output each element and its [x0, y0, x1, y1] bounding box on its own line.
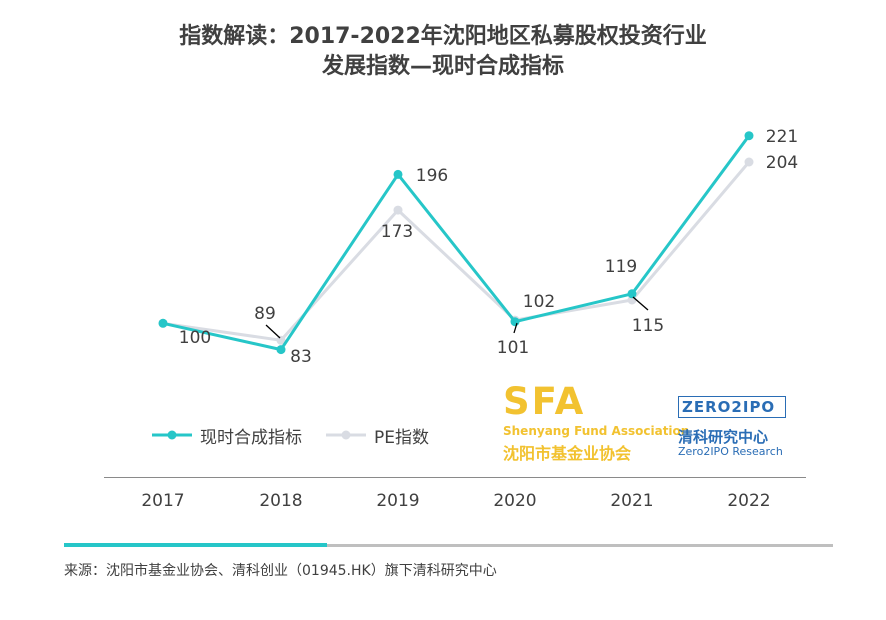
leader-2018 [265, 324, 281, 339]
value-label-s1-2022: 221 [766, 127, 798, 147]
sfa-logo-english: Shenyang Fund Association [503, 424, 690, 438]
data-point-s2-2018 [276, 335, 286, 345]
data-point-s2-2019 [393, 205, 403, 215]
value-label-s2-2018: 89 [254, 304, 276, 324]
zero2ipo-logo-frame [678, 396, 786, 418]
x-tick-label-2020: 2020 [493, 491, 536, 511]
source-divider [64, 544, 833, 547]
source-divider-accent [64, 543, 327, 547]
zero2ipo-logo-chinese: 清科研究中心 [678, 428, 769, 446]
chart-title-line2: 发展指数—现时合成指标 [321, 54, 564, 79]
legend-swatch-series1 [152, 430, 192, 440]
value-label-s1-2018: 83 [290, 347, 312, 367]
data-point-s1-2020 [510, 317, 520, 327]
source-note: 来源：沈阳市基金业协会、清科创业（01945.HK）旗下清科研究中心 [64, 563, 497, 579]
value-label-s2-2022: 204 [766, 153, 798, 173]
data-point-s1-2022 [744, 131, 754, 141]
series-line-1 [162, 134, 751, 352]
data-point-s2-2022 [744, 157, 754, 167]
x-tick-label-2019: 2019 [376, 491, 419, 511]
sfa-logo-mark: SFA [503, 380, 586, 423]
value-label-s1-2021: 119 [605, 257, 637, 277]
sfa-logo: SFA Shenyang Fund Association 沈阳市基金业协会 [503, 380, 689, 466]
x-tick-label-2017: 2017 [141, 491, 184, 511]
zero2ipo-logo-mark: ZERO2IPO [682, 398, 776, 416]
x-tick-label-2021: 2021 [610, 491, 653, 511]
x-tick-label-2022: 2022 [727, 491, 770, 511]
value-label-s2-2017: 100 [179, 328, 211, 348]
data-point-s1-2018 [276, 345, 286, 355]
x-tick-label-2018: 2018 [259, 491, 302, 511]
chart-title-line1: 指数解读：2017-2022年沈阳地区私募股权投资行业 [179, 24, 707, 49]
legend-label-series2: PE指数 [374, 427, 429, 448]
value-label-s2-2021: 115 [632, 316, 664, 336]
legend-item-series1: 现时合成指标 [152, 422, 302, 448]
legend-label-series1: 现时合成指标 [200, 427, 302, 448]
data-point-s1-2017 [158, 318, 168, 328]
zero2ipo-logo: ZERO2IPO 清科研究中心 Zero2IPO Research [678, 386, 793, 466]
zero2ipo-logo-english: Zero2IPO Research [678, 445, 783, 458]
data-point-s1-2019 [393, 169, 403, 179]
value-label-s2-2020: 102 [523, 292, 555, 312]
series-line-2 [162, 161, 751, 342]
legend-swatch-series2 [326, 430, 366, 440]
value-label-s1-2020: 101 [497, 338, 529, 358]
legend-item-series2: PE指数 [326, 422, 429, 448]
data-point-s1-2021 [627, 289, 637, 299]
sfa-logo-chinese: 沈阳市基金业协会 [503, 444, 632, 463]
leader-2020 [513, 322, 518, 334]
value-label-s1-2019: 196 [416, 166, 448, 186]
leader-2021 [632, 296, 649, 311]
value-label-s2-2019: 173 [381, 222, 413, 242]
x-axis-line [104, 477, 806, 478]
